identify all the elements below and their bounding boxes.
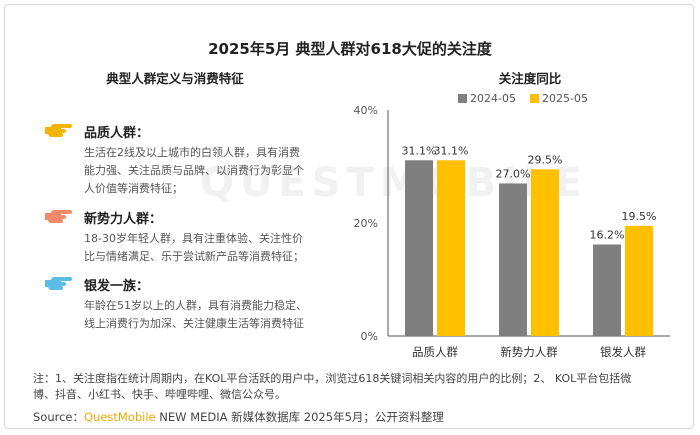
bar-value-label: 16.2% — [590, 228, 625, 241]
bar — [437, 160, 465, 336]
bar-value-label: 29.5% — [528, 153, 563, 166]
bar — [499, 183, 527, 336]
footnote: 注：1、关注度指在统计周期内，在KOL平台活跃的用户中，浏览过618关键词相关内… — [33, 371, 673, 403]
desc-line: 生活在2线及以上城市的白领人群，具有消费 — [84, 146, 300, 159]
desc-line: 人价值等消费特征； — [84, 182, 183, 195]
bar-value-label: 31.1% — [434, 144, 469, 157]
bar-chart: 2024-05 2025-05 0% 20% 40% 31.1%31.1% 品质人群 27.0… — [354, 92, 670, 359]
left-heading: 典型人群定义与消费特征 — [106, 71, 244, 86]
x-tick-label: 银发人群 — [600, 345, 646, 359]
group-description: 年龄在51岁以上的人群，具有消费能力稳定、 线上消费行为加深、关注健康生活等消费… — [84, 297, 324, 333]
footnote-line: 博、抖音、小红书、快手、哔哩哔哩、微信公众号。 — [33, 388, 286, 401]
bar — [625, 225, 653, 336]
desc-line: 能力强、关注品质与品牌、以消费行为彰显个 — [84, 164, 304, 177]
source-text: NEW MEDIA 新媒体数据库 2025年5月；公开资料整理 — [155, 410, 444, 424]
pointing-hand-icon — [45, 210, 72, 224]
x-tick-label: 新势力人群 — [500, 345, 558, 359]
source-line: Source：QuestMobile NEW MEDIA 新媒体数据库 2025… — [33, 409, 444, 425]
x-tick-label: 品质人群 — [412, 345, 458, 359]
y-tick-label: 20% — [354, 217, 378, 230]
desc-line: 18-30岁年轻人群，具有注重体验、关注性价 — [84, 232, 303, 245]
group-name: 新势力人群： — [84, 212, 163, 227]
desc-line: 比与情绪满足、乐于尝试新产品等消费特征； — [84, 250, 304, 263]
legend-label: 2025-05 — [542, 92, 588, 105]
bar-value-label: 31.1% — [402, 144, 437, 157]
slide-frame — [4, 4, 694, 429]
group-description: 生活在2线及以上城市的白领人群，具有消费 能力强、关注品质与品牌、以消费行为彰显… — [84, 144, 324, 198]
bar — [531, 169, 559, 336]
legend-swatch — [530, 94, 539, 103]
desc-line: 年龄在51岁以上的人群，具有消费能力稳定、 — [84, 299, 307, 312]
pointing-hand-icon — [45, 124, 72, 138]
bar-value-label: 27.0% — [496, 167, 531, 180]
source-brand: QuestMobile — [84, 410, 156, 424]
chart-title: 2025年5月 典型人群对618大促的关注度 — [208, 40, 492, 58]
group-description: 18-30岁年轻人群，具有注重体验、关注性价 比与情绪满足、乐于尝试新产品等消费… — [84, 230, 324, 266]
y-tick-label: 40% — [354, 104, 378, 117]
footnote-line: 注：1、关注度指在统计周期内，在KOL平台活跃的用户中，浏览过618关键词相关内… — [33, 372, 632, 385]
group-name: 品质人群： — [84, 126, 150, 141]
y-tick-label: 0% — [361, 330, 378, 343]
legend-label: 2024-05 — [470, 92, 516, 105]
right-heading: 关注度同比 — [498, 71, 562, 86]
source-prefix: Source： — [33, 410, 84, 424]
legend-swatch — [458, 94, 467, 103]
bar — [405, 160, 433, 336]
pointing-hand-icon — [45, 277, 72, 291]
bar-value-label: 19.5% — [622, 210, 657, 223]
group-name: 银发一族： — [84, 279, 150, 294]
desc-line: 线上消费行为加深、关注健康生活等消费特征 — [84, 317, 304, 330]
bar — [593, 244, 621, 336]
